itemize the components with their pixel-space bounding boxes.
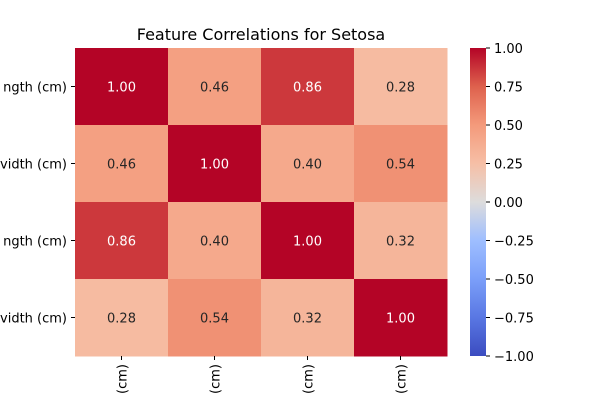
heatmap-cell-label: 0.28 xyxy=(107,312,136,327)
row-label: ngth (cm) xyxy=(3,81,67,96)
heatmap-cell-label: 1.00 xyxy=(107,81,136,96)
heatmap-cell-label: 0.32 xyxy=(386,235,415,250)
col-label: (cm) xyxy=(395,364,410,394)
heatmap-cell xyxy=(168,125,262,203)
heatmap-cell-label: 0.32 xyxy=(293,312,322,327)
colorbar-tick-label: 0.00 xyxy=(494,196,523,211)
colorbar-tick-label: −1.00 xyxy=(494,350,534,365)
heatmap-cell-label: 1.00 xyxy=(386,312,415,327)
heatmap-cell-label: 0.86 xyxy=(293,81,322,96)
heatmap-cell-label: 0.46 xyxy=(107,158,136,173)
heatmap-cell xyxy=(354,279,448,357)
colorbar-tick-label: −0.25 xyxy=(494,235,534,250)
heatmap-col-labels: (cm) (cm) (cm) (cm) xyxy=(116,356,410,394)
chart-title: Feature Correlations for Setosa xyxy=(137,25,385,44)
col-label: (cm) xyxy=(116,364,131,394)
heatmap-cell-label: 0.28 xyxy=(386,81,415,96)
heatmap-cell xyxy=(261,202,355,280)
col-label: (cm) xyxy=(302,364,317,394)
heatmap-cell xyxy=(75,279,169,357)
heatmap-cell xyxy=(75,48,169,126)
heatmap-cells xyxy=(75,48,448,357)
colorbar xyxy=(470,48,486,356)
heatmap-cell xyxy=(354,202,448,280)
heatmap-cell xyxy=(261,125,355,203)
heatmap-cell-labels: 1.00 0.46 0.86 0.28 0.46 1.00 0.40 0.54 0.86 0.40… xyxy=(107,81,415,327)
colorbar-tick-label: 1.00 xyxy=(494,42,523,57)
heatmap-cell xyxy=(75,202,169,280)
heatmap-cell xyxy=(75,125,169,203)
colorbar-tick-label: −0.50 xyxy=(494,273,534,288)
col-label: (cm) xyxy=(209,364,224,394)
heatmap-cell-label: 1.00 xyxy=(200,158,229,173)
heatmap-cell xyxy=(354,125,448,203)
row-label: ngth (cm) xyxy=(3,235,67,250)
row-label: vidth (cm) xyxy=(0,158,67,173)
colorbar-ticks: 1.00 0.75 0.50 0.25 0.00 −0.25 −0.50 −0.75 −1.00 xyxy=(486,42,534,365)
heatmap-cell-label: 0.54 xyxy=(200,312,229,327)
heatmap-cell xyxy=(261,48,355,126)
heatmap-cell xyxy=(168,202,262,280)
colorbar-tick-label: 0.25 xyxy=(494,158,523,173)
heatmap-cell-label: 0.40 xyxy=(293,158,322,173)
heatmap-cell-label: 0.86 xyxy=(107,235,136,250)
heatmap-cell-label: 1.00 xyxy=(293,235,322,250)
row-label: vidth (cm) xyxy=(0,312,67,327)
colorbar-tick-label: 0.50 xyxy=(494,119,523,134)
heatmap-cell xyxy=(168,48,262,126)
colorbar-tick-label: −0.75 xyxy=(494,312,534,327)
heatmap-row-labels: ngth (cm) vidth (cm) ngth (cm) vidth (cm) xyxy=(0,81,75,327)
heatmap-cell xyxy=(168,279,262,357)
colorbar-tick-label: 0.75 xyxy=(494,81,523,96)
heatmap-cell xyxy=(261,279,355,357)
heatmap-cell-label: 0.54 xyxy=(386,158,415,173)
heatmap-cell-label: 0.46 xyxy=(200,81,229,96)
heatmap-cell-label: 0.40 xyxy=(200,235,229,250)
heatmap-cell xyxy=(354,48,448,126)
